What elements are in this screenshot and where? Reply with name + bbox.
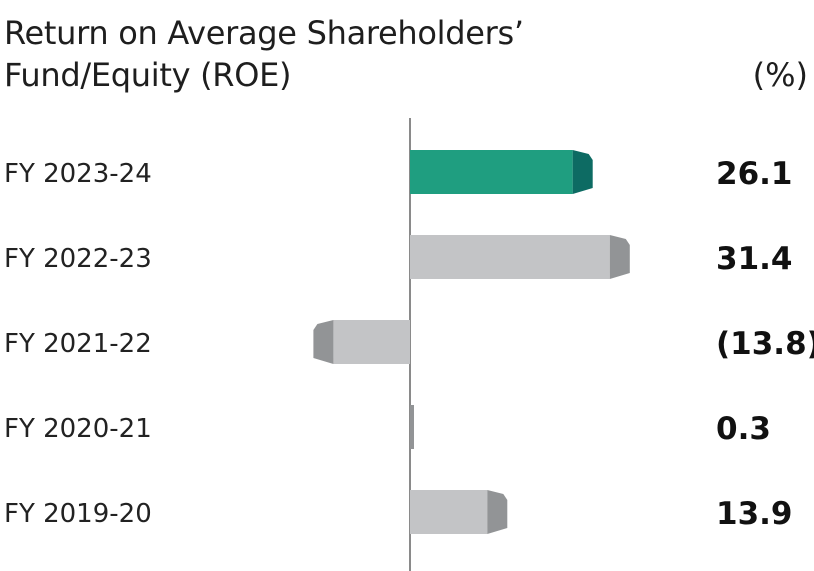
category-label: FY 2020-21 (4, 414, 152, 444)
bar-end-cap (572, 150, 593, 194)
bar-end-cap (313, 320, 334, 364)
unit-label: (%) (752, 56, 808, 94)
chart-title: Return on Average Shareholders’ Fund/Equ… (4, 12, 524, 96)
bar-fy-2022-23 (410, 235, 630, 279)
category-label: FY 2023-24 (4, 159, 152, 189)
bar-end-cap (609, 235, 630, 279)
bar-fy-2019-20 (410, 490, 508, 534)
bar-end-cap (487, 490, 508, 534)
chart-title-line-2: Fund/Equity (ROE) (4, 56, 292, 94)
bar-fy-2023-24 (410, 150, 593, 194)
bar-body (410, 405, 414, 449)
bar-fy-2021-22 (313, 320, 410, 364)
category-label: FY 2019-20 (4, 499, 152, 529)
value-label: 0.3 (716, 411, 771, 447)
category-label: FY 2022-23 (4, 244, 152, 274)
bar-body (410, 150, 573, 194)
value-label: (13.8) (716, 326, 814, 362)
value-label: 31.4 (716, 241, 793, 277)
bar-fy-2020-21 (410, 405, 414, 449)
category-label: FY 2021-22 (4, 329, 152, 359)
bar-body (410, 235, 610, 279)
chart-title-line-1: Return on Average Shareholders’ (4, 14, 524, 52)
bar-body (333, 320, 410, 364)
value-label: 13.9 (716, 496, 793, 532)
value-label: 26.1 (716, 156, 793, 192)
bar-body (410, 490, 488, 534)
